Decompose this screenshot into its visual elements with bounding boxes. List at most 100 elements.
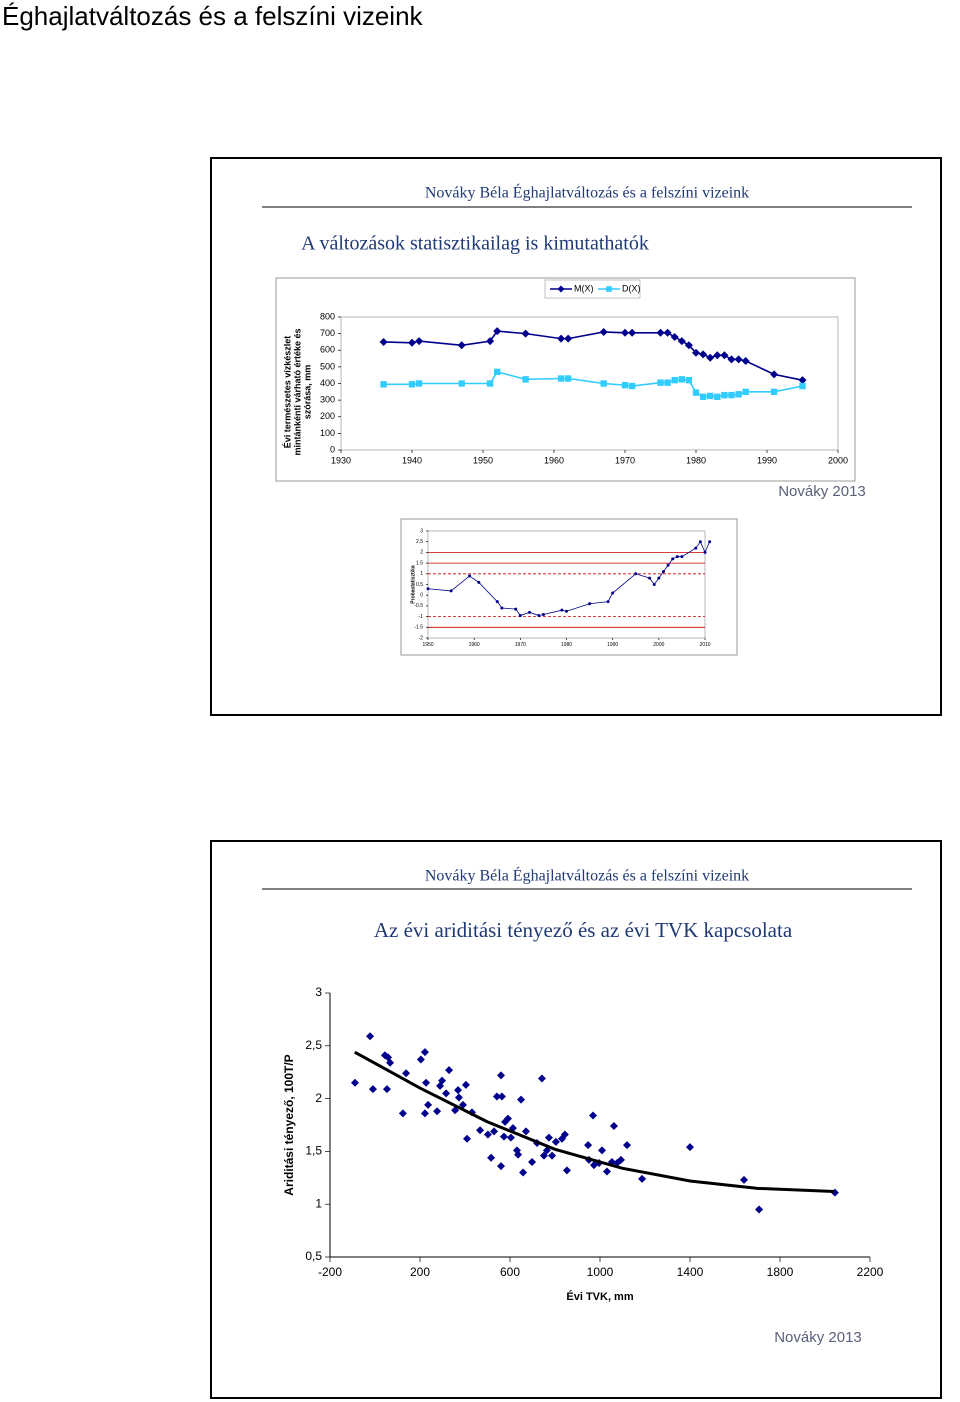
marker — [548, 1151, 557, 1160]
marker — [657, 576, 661, 580]
y-tick-label: 1.5 — [416, 560, 423, 566]
x-tick-label: 2000 — [828, 455, 848, 465]
y-axis-label: Évi természetes vízkészlet — [282, 336, 292, 449]
marker — [735, 391, 742, 398]
marker — [449, 589, 453, 593]
marker — [628, 382, 636, 390]
marker — [503, 1114, 512, 1123]
marker — [648, 576, 652, 580]
marker — [602, 1167, 611, 1176]
trend-line — [354, 1050, 835, 1194]
marker — [506, 1133, 515, 1142]
marker — [398, 1109, 407, 1118]
marker — [382, 1085, 391, 1094]
marker — [652, 583, 656, 586]
marker — [734, 355, 743, 364]
marker — [699, 350, 708, 359]
marker — [416, 1055, 425, 1064]
marker — [742, 388, 749, 396]
chart-frame — [400, 518, 738, 656]
slide-frame — [210, 840, 942, 1399]
marker — [678, 376, 685, 383]
marker — [727, 355, 736, 364]
marker — [497, 1071, 505, 1080]
marker — [694, 546, 698, 550]
marker — [483, 1130, 492, 1139]
marker — [445, 1066, 454, 1075]
y-tick-label: -1 — [419, 614, 424, 620]
marker — [461, 1080, 470, 1089]
marker — [706, 353, 715, 362]
legend-label: M(X) — [574, 283, 594, 293]
marker — [721, 391, 728, 399]
y-axis-label: mintánkénti várható értéke és — [292, 328, 302, 455]
marker — [600, 380, 607, 387]
y-tick-label: 0.5 — [416, 582, 423, 588]
marker — [517, 1095, 526, 1104]
marker — [741, 357, 750, 366]
y-tick-label: 2.5 — [416, 539, 423, 545]
marker — [514, 1150, 523, 1159]
marker — [657, 379, 664, 386]
marker — [634, 572, 638, 576]
marker — [799, 382, 806, 390]
y-tick-label: 200 — [320, 411, 335, 421]
marker — [671, 557, 675, 561]
x-tick-label: 200 — [410, 1265, 430, 1279]
marker — [495, 600, 499, 604]
marker — [539, 1151, 548, 1160]
marker — [628, 328, 637, 337]
source: Nováky 2013 — [778, 483, 866, 500]
marker — [560, 1130, 569, 1139]
legend-label: D(X) — [622, 283, 641, 293]
marker — [415, 337, 424, 346]
marker — [770, 388, 778, 396]
y-tick-label: 2,5 — [305, 1038, 322, 1052]
y-tick-label: 0,5 — [305, 1249, 322, 1263]
slide-frame — [210, 157, 942, 716]
marker — [521, 329, 530, 338]
marker — [402, 1069, 411, 1078]
series-line — [383, 330, 803, 381]
legend-marker — [606, 286, 612, 292]
marker — [386, 1058, 395, 1067]
marker — [557, 334, 566, 343]
marker — [565, 375, 572, 382]
marker — [664, 379, 671, 386]
marker — [584, 1141, 593, 1150]
marker — [537, 614, 541, 618]
marker — [477, 580, 481, 584]
marker — [692, 389, 700, 396]
marker — [379, 337, 388, 346]
marker — [663, 328, 672, 337]
y-tick-label: 1 — [420, 571, 423, 577]
x-tick-label: -200 — [318, 1265, 342, 1279]
source: Nováky 2013 — [774, 1329, 862, 1346]
y-axis-label: Ariditási tényező, 100T/P — [282, 1054, 296, 1195]
marker — [537, 1074, 546, 1083]
y-tick-label: 400 — [320, 378, 335, 388]
x-tick-label: 1960 — [544, 455, 564, 465]
marker — [522, 376, 529, 383]
legend — [544, 279, 641, 299]
chart-frame — [275, 277, 856, 482]
marker — [476, 1126, 485, 1135]
marker — [494, 368, 501, 376]
marker — [420, 1109, 429, 1118]
marker — [698, 540, 702, 544]
x-axis-label: Évi TVK, mm — [566, 1290, 633, 1303]
legend-marker — [557, 285, 565, 293]
marker — [616, 1155, 625, 1164]
marker — [677, 337, 686, 346]
page-title: Éghajlatváltozás és a felszíni vizeink — [2, 1, 424, 31]
y-tick-label: 700 — [320, 328, 335, 338]
marker — [528, 610, 532, 614]
x-tick-label: 1960 — [469, 642, 480, 648]
marker — [380, 381, 387, 388]
marker — [458, 380, 465, 387]
marker — [366, 1032, 375, 1041]
marker — [497, 1092, 506, 1101]
marker — [514, 607, 518, 611]
marker — [454, 1086, 463, 1095]
y-tick-label: 2 — [420, 550, 423, 556]
